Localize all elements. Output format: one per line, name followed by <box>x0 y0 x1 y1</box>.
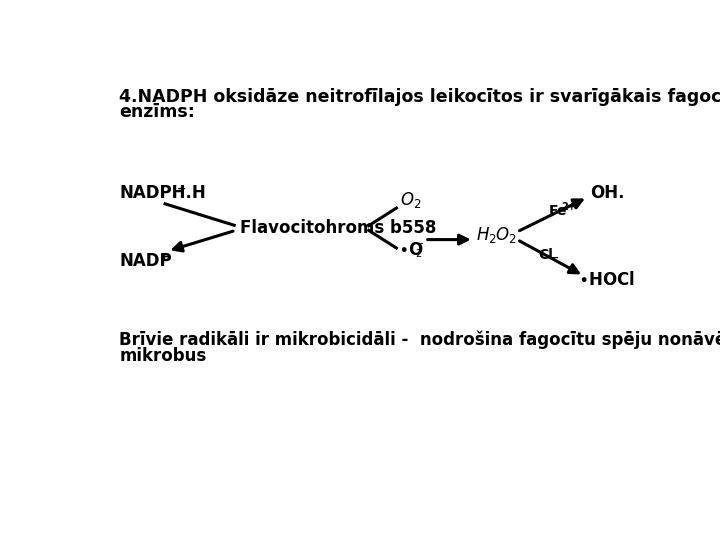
Text: $O_2$: $O_2$ <box>490 225 517 245</box>
Text: Fe: Fe <box>549 204 567 218</box>
Text: −: − <box>549 253 559 263</box>
Text: $\bullet$O: $\bullet$O <box>397 241 423 259</box>
Text: mikrobus: mikrobus <box>120 347 207 366</box>
Text: Cl: Cl <box>538 248 553 262</box>
Text: OH.: OH. <box>590 184 624 201</box>
Text: 4.NADPH oksidāze neitrofīlajos leikocītos ir svarīgākais fagocitozes: 4.NADPH oksidāze neitrofīlajos leikocīto… <box>120 88 720 106</box>
Text: $H_2$: $H_2$ <box>476 225 497 245</box>
Text: $O_2$: $O_2$ <box>400 190 421 210</box>
Text: +: + <box>160 252 169 262</box>
Text: NADPH.H: NADPH.H <box>120 184 206 201</box>
Text: Flavocitohroms b558: Flavocitohroms b558 <box>240 219 436 237</box>
Text: $_{\cdot2}^{\,-}$: $_{\cdot2}^{\,-}$ <box>412 242 424 260</box>
Text: Brīvie radikāli ir mikrobicidāli -  nodrošina fagocītu spēju nonāvēt: Brīvie radikāli ir mikrobicidāli - nodro… <box>120 330 720 349</box>
Text: NADP: NADP <box>120 252 172 270</box>
Text: $\bullet$HOCl: $\bullet$HOCl <box>578 272 635 289</box>
Text: 2+: 2+ <box>561 202 576 212</box>
Text: enzīms:: enzīms: <box>120 103 195 122</box>
Text: +: + <box>177 184 186 194</box>
